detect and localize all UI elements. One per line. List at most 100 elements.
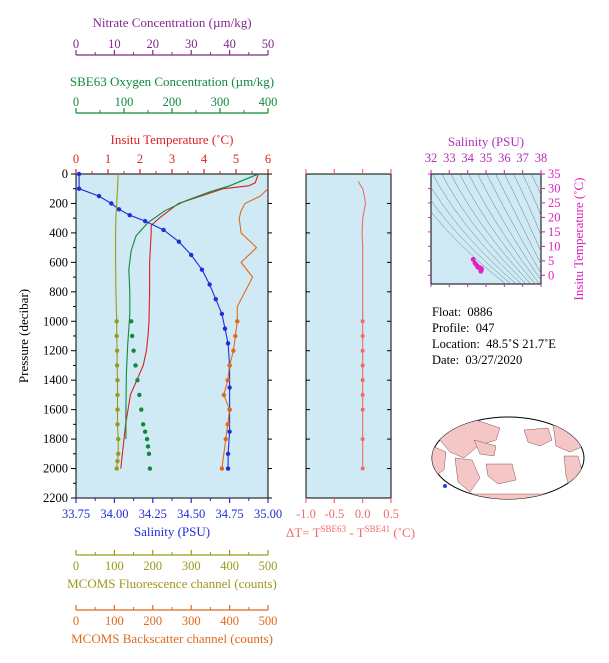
location-label: Location: <box>432 337 480 351</box>
backscatter-axis-title: MCOMS Backscatter channel (counts) <box>71 631 273 646</box>
ts-density-contour <box>495 174 541 265</box>
temperature-tick-label: 3 <box>169 152 175 166</box>
oxygen_dots-data-point <box>144 436 150 442</box>
pressure-tick-label: 1000 <box>43 314 68 328</box>
temperature-axis-title: Insitu Temperature (˚C) <box>110 132 233 147</box>
pressure-tick-label: 1400 <box>43 373 68 387</box>
profile-panel-bg <box>75 173 269 499</box>
oxygen-tick-label: 300 <box>211 95 230 109</box>
fluorescence-data-point <box>114 466 119 471</box>
date-info-line: Date: 03/27/2020 <box>432 353 522 368</box>
delta-t-xtick-label: 0.0 <box>355 507 371 521</box>
salinity-data-point <box>213 296 218 302</box>
backscatter-tick-label: 300 <box>182 614 201 628</box>
location-value: 48.5˚S 21.7˚E <box>486 337 556 351</box>
map-landmass <box>432 445 447 476</box>
float-label: Float: <box>432 305 462 319</box>
pressure-tick-label: 800 <box>49 285 68 299</box>
pressure-tick-label: 2000 <box>43 462 68 476</box>
ts-density-contour <box>513 174 541 237</box>
ts-density-contour <box>431 211 507 284</box>
salinity-data-point <box>225 451 231 457</box>
salinity-tick-label: 34.00 <box>100 507 128 521</box>
ts-temperature-tick-label: 35 <box>548 167 561 181</box>
fluorescence-axis-title: MCOMS Fluorescence channel (counts) <box>67 576 277 591</box>
fluorescence-data-point <box>115 458 120 464</box>
fluorescence-data-point <box>114 333 119 339</box>
float-value: 0886 <box>467 305 493 319</box>
map-landmass <box>454 457 481 493</box>
temperature-profile-line <box>120 173 259 469</box>
fluorescence-data-point <box>116 436 121 442</box>
delta-t-data-point <box>360 363 365 368</box>
salinity-data-point <box>176 239 182 244</box>
fluorescence-tick-label: 0 <box>73 559 79 573</box>
oxygen_dots-data-point <box>141 422 146 427</box>
profile-value: 047 <box>475 321 495 335</box>
delta-t-data-point <box>360 378 365 383</box>
delta-t-xtick-label: -0.5 <box>324 507 344 521</box>
ts-temperature-tick-label: 15 <box>548 225 561 239</box>
salinity-data-point <box>189 252 194 258</box>
nitrate-tick-label: 0 <box>73 37 79 51</box>
ts-density-contour <box>431 199 512 284</box>
oxygen_dots-data-point <box>142 429 148 434</box>
salinity-data-point <box>76 171 82 177</box>
fluorescence-data-point <box>115 407 120 412</box>
map-landmass <box>523 427 553 447</box>
ts-density-contour <box>531 174 541 196</box>
temperature-tick-label: 5 <box>233 152 239 166</box>
ts-temperature-tick-label: 20 <box>548 210 561 224</box>
salinity-profile-line <box>78 174 231 469</box>
salinity-data-point <box>227 385 232 390</box>
backscatter-tick-label: 500 <box>259 614 278 628</box>
date-value: 03/27/2020 <box>465 353 523 367</box>
temperature-tick-label: 4 <box>201 152 208 166</box>
fluorescence-data-point <box>114 363 120 368</box>
fluorescence-data-point <box>115 377 120 383</box>
backscatter-data-point <box>227 363 232 368</box>
delta-t-data-point <box>360 348 365 353</box>
salinity-data-point <box>219 311 225 317</box>
oxygen_dots-data-point <box>145 444 151 449</box>
ts-temperature-title: Insitu Temperature (˚C) <box>571 177 586 300</box>
backscatter-tick-label: 400 <box>220 614 239 628</box>
salinity-data-point <box>227 429 232 434</box>
salinity-tick-label: 34.25 <box>139 507 167 521</box>
pressure-tick-label: 1200 <box>43 344 68 358</box>
salinity-tick-label: 34.75 <box>216 507 244 521</box>
fluorescence-data-point <box>116 451 121 457</box>
oxygen_dots-data-point <box>147 466 153 471</box>
ts-density-contour <box>441 174 527 284</box>
fluorescence-tick-label: 500 <box>259 559 278 573</box>
delta-t-xtick-label: 0.5 <box>383 507 399 521</box>
oxygen-tick-label: 0 <box>73 95 79 109</box>
oxygen_dots-data-point <box>139 407 144 412</box>
pressure-tick-label: 1600 <box>43 403 68 417</box>
pressure-tick-label: 0 <box>62 167 68 181</box>
oxygen_dots-data-point <box>137 392 142 398</box>
backscatter-tick-label: 100 <box>105 614 124 628</box>
oxygen-tick-label: 100 <box>115 95 134 109</box>
oxygen_dots-data-point <box>129 319 134 324</box>
location-info-line: Location: 48.5˚S 21.7˚E <box>432 337 556 352</box>
profile-label: Profile: <box>432 321 470 335</box>
backscatter-data-point <box>235 319 240 324</box>
temperature-tick-label: 1 <box>105 152 111 166</box>
oxygen-profile-line <box>125 173 259 440</box>
delta-t-panel-bg <box>305 173 392 499</box>
ts-salinity-tick-label: 33 <box>443 151 456 165</box>
backscatter-data-point <box>227 407 232 412</box>
salinity-tick-label: 34.50 <box>177 507 205 521</box>
nitrate-tick-label: 50 <box>262 37 275 51</box>
nitrate-axis-title: Nitrate Concentration (µm/kg) <box>92 15 251 30</box>
ts-salinity-title: Salinity (PSU) <box>448 134 524 149</box>
oxygen_dots-data-point <box>135 377 140 383</box>
ts-salinity-tick-label: 36 <box>498 151 511 165</box>
salinity-data-point <box>222 326 228 331</box>
float-location-marker <box>443 484 447 488</box>
salinity-data-point <box>142 218 148 224</box>
salinity-data-point <box>76 186 82 191</box>
salinity-tick-label: 33.75 <box>62 507 90 521</box>
backscatter-data-point <box>231 348 236 353</box>
